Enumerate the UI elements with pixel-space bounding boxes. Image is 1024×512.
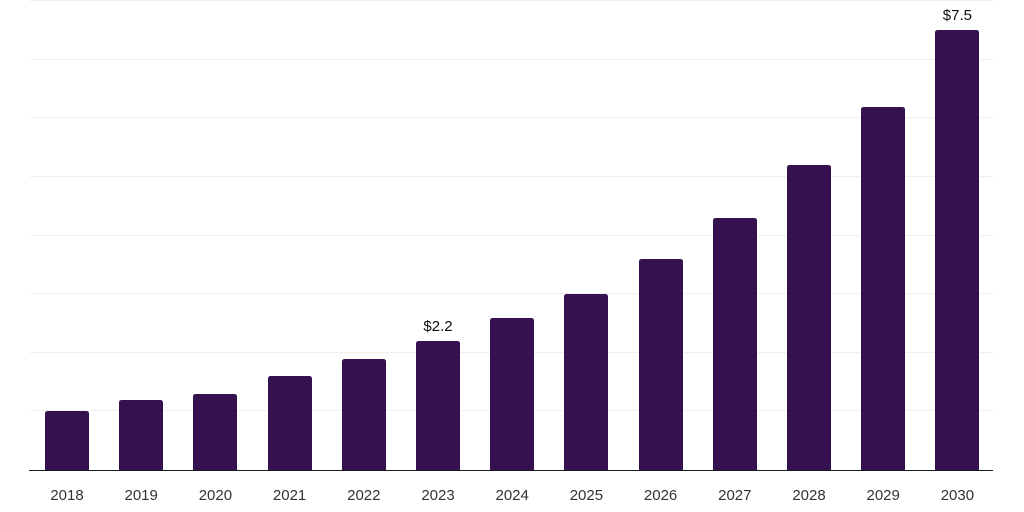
x-tick-label: 2027 — [718, 487, 752, 504]
x-axis-line — [29, 469, 993, 472]
bar — [341, 358, 386, 470]
x-tick-label: 2019 — [124, 487, 158, 504]
x-tick-label: 2030 — [940, 487, 975, 504]
bar — [416, 341, 460, 470]
plot-area: $2.2 $7.5 — [30, 0, 993, 470]
x-tick-label: 2024 — [495, 487, 529, 504]
x-tick-label: 2020 — [198, 487, 233, 504]
x-tick-label: 2026 — [643, 487, 678, 504]
bar — [193, 393, 238, 470]
bar — [45, 411, 89, 470]
gridline — [30, 117, 993, 119]
bar — [490, 317, 535, 470]
x-tick-label: 2023 — [421, 487, 455, 504]
gridline — [30, 58, 993, 60]
bar-value-label: $7.5 — [942, 7, 972, 25]
bar — [712, 217, 757, 470]
bar — [861, 106, 906, 470]
bar — [935, 30, 980, 470]
bar — [119, 399, 164, 470]
bar — [787, 165, 831, 470]
x-tick-label: 2029 — [866, 487, 900, 504]
x-axis: 2018 2019 2020 2021 2022 2023 2024 2025 2026 2027… — [30, 471, 993, 512]
x-tick-label: 2021 — [272, 487, 307, 504]
bar — [638, 258, 683, 470]
bar — [564, 294, 609, 470]
x-tick-label: 2028 — [792, 487, 826, 504]
gridline — [30, 0, 993, 1]
gridline — [30, 234, 993, 236]
x-tick-label: 2018 — [50, 487, 84, 504]
gridline — [30, 293, 993, 295]
x-tick-label: 2025 — [569, 487, 604, 504]
gridline — [30, 175, 993, 177]
x-tick-label: 2022 — [347, 487, 381, 504]
bar-value-label: $2.2 — [423, 318, 453, 336]
bar — [267, 376, 312, 470]
